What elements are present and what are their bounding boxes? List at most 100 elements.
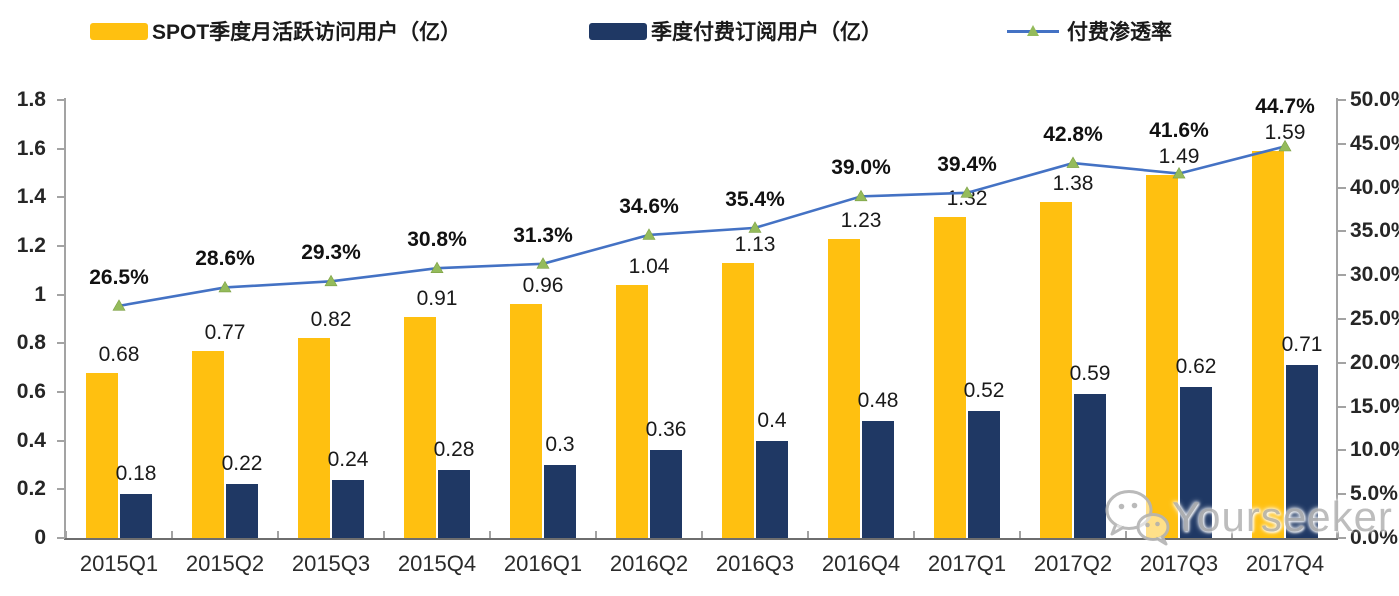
subscriber-value-label: 0.4 [757, 408, 787, 432]
mau-bar [510, 304, 542, 538]
mau-value-label: 0.82 [310, 308, 352, 332]
x-axis-tick [1231, 531, 1233, 538]
subscriber-value-label: 0.36 [645, 418, 687, 442]
penetration-marker-triangle-icon [324, 274, 338, 287]
left-y-axis-line [64, 98, 66, 540]
subscriber-bar [226, 484, 258, 538]
penetration-percent-label: 39.4% [937, 152, 997, 176]
right-axis-tick-label: 20.0% [1350, 350, 1399, 374]
penetration-line [118, 145, 1286, 308]
x-axis-category-label: 2016Q1 [503, 551, 583, 576]
penetration-percent-label: 28.6% [195, 247, 255, 271]
x-axis-tick [1337, 531, 1339, 538]
plot-area: 0.68 0.18 0.77 0.22 0.82 0.24 0.91 0.28 0.96 0.3 1… [66, 95, 1338, 538]
right-axis-tick-label: 15.0% [1350, 394, 1399, 418]
right-axis-tick-label: 5.0% [1350, 482, 1398, 506]
left-axis-tick-label: 0.4 [16, 428, 46, 452]
penetration-marker-triangle-icon [218, 280, 232, 293]
left-axis-tick-label: 0.8 [16, 331, 46, 355]
left-axis-tick [57, 196, 65, 199]
mau-legend-label: SPOT季度月活跃访问用户（亿） [152, 21, 462, 44]
left-axis-tick-label: 1.2 [16, 234, 46, 257]
subscriber-bar [1180, 387, 1212, 538]
penetration-marker-triangle-icon [642, 228, 656, 240]
mau-bar [616, 284, 648, 538]
right-y-axis-line [1336, 98, 1338, 540]
subscriber-bar [1074, 394, 1106, 538]
x-axis-category-label: 2017Q3 [1139, 551, 1219, 576]
legend-item-subscribers: 季度付费订阅用户（亿） [589, 20, 882, 44]
right-axis-tick-label: 30.0% [1350, 263, 1399, 287]
subscriber-bar [332, 479, 364, 538]
right-axis-tick [1338, 449, 1346, 452]
mau-bar [298, 338, 330, 538]
mau-value-label: 1.23 [840, 208, 882, 232]
right-axis-tick-label: 10.0% [1350, 438, 1399, 462]
left-axis-tick [57, 147, 65, 150]
penetration-percent-label: 39.0% [831, 156, 891, 180]
right-axis-tick [1338, 537, 1346, 539]
mau-bar [934, 216, 966, 538]
mau-value-label: 1.13 [734, 233, 776, 257]
subscribers-legend-label: 季度付费订阅用户（亿） [651, 21, 882, 44]
subscriber-bar [1286, 365, 1318, 538]
x-axis-tick [1125, 531, 1127, 538]
legend-item-mau: SPOT季度月活跃访问用户（亿） [90, 20, 461, 44]
x-axis-tick [171, 531, 173, 538]
mau-value-label: 1.38 [1052, 172, 1094, 196]
mau-bar [722, 263, 754, 538]
left-axis-tick [57, 488, 65, 491]
mau-bar [86, 372, 118, 538]
subscriber-bar [120, 494, 152, 538]
penetration-percent-label: 29.3% [301, 241, 361, 265]
subscriber-bar [862, 421, 894, 538]
left-axis-tick-label: 1.8 [16, 88, 46, 111]
penetration-marker-triangle-icon [854, 189, 868, 202]
x-axis-tick [383, 531, 385, 538]
subscriber-bar [438, 469, 470, 538]
right-axis-tick-label: 25.0% [1350, 307, 1399, 330]
penetration-marker-triangle-icon [748, 221, 762, 233]
right-axis-tick [1338, 230, 1346, 233]
penetration-triangle-icon [1027, 24, 1039, 36]
x-axis-category-label: 2015Q4 [397, 551, 477, 576]
mau-value-label: 1.04 [628, 254, 670, 278]
left-axis-tick-label: 0.6 [16, 380, 46, 403]
mau-bar [1252, 151, 1284, 538]
penetration-marker-triangle-icon [1066, 156, 1080, 168]
mau-bar [828, 238, 860, 538]
x-axis-tick [1019, 531, 1021, 538]
penetration-line-chart [112, 139, 1292, 311]
left-axis-tick-label: 1 [34, 282, 46, 306]
subscriber-value-label: 0.3 [545, 433, 575, 456]
right-axis-tick-label: 50.0% [1350, 88, 1399, 111]
penetration-marker-triangle-icon [1172, 166, 1186, 179]
penetration-marker-triangle-icon [112, 299, 126, 311]
mau-value-label: 1.49 [1158, 145, 1200, 169]
mau-value-label: 1.59 [1264, 121, 1306, 145]
penetration-percent-label: 26.5% [89, 265, 149, 289]
watermark-text: Yourseeker [1172, 493, 1393, 540]
x-axis-category-label: 2016Q2 [609, 551, 689, 576]
right-axis-tick [1338, 99, 1346, 101]
penetration-percent-label: 31.3% [513, 223, 573, 247]
subscriber-bar [544, 465, 576, 538]
left-axis-tick-label: 0.2 [16, 477, 46, 501]
left-axis-tick [57, 245, 65, 247]
left-axis-tick [57, 537, 65, 539]
x-axis-category-label: 2015Q1 [79, 551, 159, 576]
subscriber-value-label: 0.18 [115, 462, 157, 486]
subscriber-value-label: 0.22 [221, 452, 263, 476]
right-axis-tick [1338, 361, 1346, 364]
x-axis-tick [489, 531, 491, 538]
x-axis-tick [595, 531, 597, 538]
mau-bar [192, 350, 224, 538]
left-axis-tick-label: 1.6 [16, 136, 46, 160]
x-axis-tick [913, 531, 915, 538]
mau-bar [1146, 175, 1178, 538]
subscriber-value-label: 0.24 [327, 447, 369, 471]
left-axis-tick [57, 439, 65, 442]
subscriber-bar [650, 450, 682, 538]
x-axis-category-label: 2017Q2 [1033, 551, 1113, 576]
x-axis-tick [807, 531, 809, 538]
